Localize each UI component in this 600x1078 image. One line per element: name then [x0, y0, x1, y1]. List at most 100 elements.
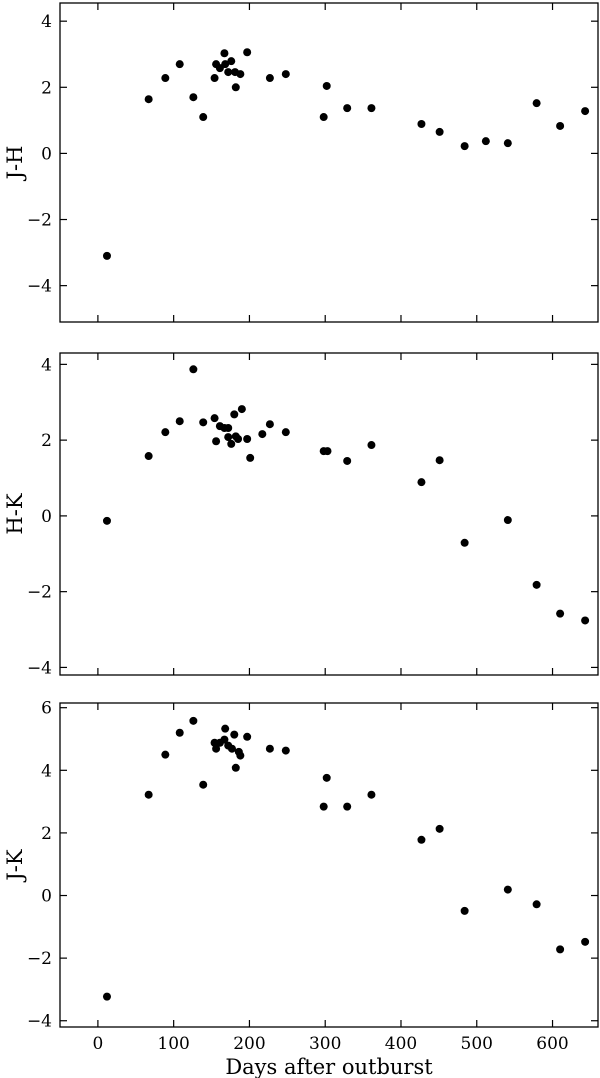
x-tick-label: 600 — [536, 1034, 568, 1054]
point — [367, 441, 376, 450]
y-tick-label: −2 — [27, 211, 52, 231]
point — [161, 750, 170, 759]
point — [189, 716, 198, 725]
point — [322, 773, 331, 782]
point — [556, 121, 565, 130]
point — [281, 746, 290, 755]
y-tick-label: 0 — [41, 887, 52, 907]
y-tick-label: −4 — [27, 658, 52, 678]
x-axis-label: Days after outburst — [225, 1055, 433, 1078]
axes-frame — [59, 702, 599, 1028]
point — [258, 430, 267, 439]
point — [243, 732, 252, 741]
x-tick-label: 200 — [233, 1034, 265, 1054]
point — [343, 456, 352, 465]
point — [581, 937, 590, 946]
point — [224, 433, 233, 442]
point — [220, 49, 229, 58]
y-tick-label: 6 — [41, 699, 52, 719]
point — [224, 424, 233, 433]
y-axis-label: J-K — [3, 849, 27, 883]
y-tick-label: 0 — [41, 507, 52, 527]
point — [435, 456, 444, 465]
point — [102, 516, 111, 525]
axes-frame — [59, 2, 599, 323]
x-tick-label: 400 — [385, 1034, 417, 1054]
point — [210, 74, 219, 83]
point — [503, 516, 512, 525]
point — [102, 251, 111, 260]
point — [503, 885, 512, 894]
point — [481, 137, 490, 146]
y-tick-label: 4 — [41, 12, 52, 32]
point — [221, 60, 230, 69]
y-tick-label: 0 — [41, 144, 52, 164]
point — [435, 824, 444, 833]
point — [322, 81, 331, 90]
point — [144, 452, 153, 461]
point — [581, 107, 590, 116]
point — [189, 93, 198, 102]
point — [265, 744, 274, 753]
point — [343, 802, 352, 811]
point — [234, 747, 243, 756]
point — [281, 428, 290, 437]
point — [224, 68, 233, 77]
point — [230, 730, 239, 739]
point — [189, 365, 198, 374]
x-tick-label: 100 — [157, 1034, 189, 1054]
axes-frame — [59, 352, 599, 676]
x-tick-label: 0 — [92, 1034, 103, 1054]
point — [243, 48, 252, 57]
y-tick-label: −4 — [27, 1012, 52, 1032]
point — [161, 74, 170, 83]
point — [281, 70, 290, 79]
point — [228, 744, 237, 753]
point — [212, 437, 221, 446]
y-tick-label: −4 — [27, 277, 52, 297]
point — [227, 439, 236, 448]
point — [556, 945, 565, 954]
point — [323, 447, 332, 456]
point — [144, 790, 153, 799]
point — [237, 405, 246, 414]
point — [319, 802, 328, 811]
y-tick-label: 2 — [41, 78, 52, 98]
y-tick-label: 4 — [41, 761, 52, 781]
point — [367, 104, 376, 113]
point — [199, 780, 208, 789]
point — [246, 453, 255, 462]
point — [319, 113, 328, 122]
x-tick-label: 500 — [461, 1034, 493, 1054]
point — [243, 434, 252, 443]
point — [532, 900, 541, 909]
point — [175, 728, 184, 737]
point — [581, 616, 590, 625]
point — [227, 57, 236, 66]
y-axis-label: H-K — [3, 493, 27, 534]
point — [417, 835, 426, 844]
point — [556, 609, 565, 618]
point — [231, 83, 240, 92]
y-tick-label: −2 — [27, 949, 52, 969]
point — [460, 538, 469, 547]
point — [175, 417, 184, 426]
point — [199, 113, 208, 122]
point — [161, 428, 170, 437]
point — [460, 906, 469, 915]
point — [265, 74, 274, 83]
y-axis-label: J-H — [3, 146, 27, 182]
point — [417, 119, 426, 128]
x-tick-label: 300 — [309, 1034, 341, 1054]
point — [231, 763, 240, 772]
point — [144, 95, 153, 104]
y-tick-label: 2 — [41, 431, 52, 451]
point — [435, 127, 444, 136]
point — [199, 418, 208, 427]
point — [503, 139, 512, 148]
y-tick-label: 4 — [41, 355, 52, 375]
point — [532, 580, 541, 589]
point — [236, 70, 245, 79]
point — [230, 410, 239, 419]
